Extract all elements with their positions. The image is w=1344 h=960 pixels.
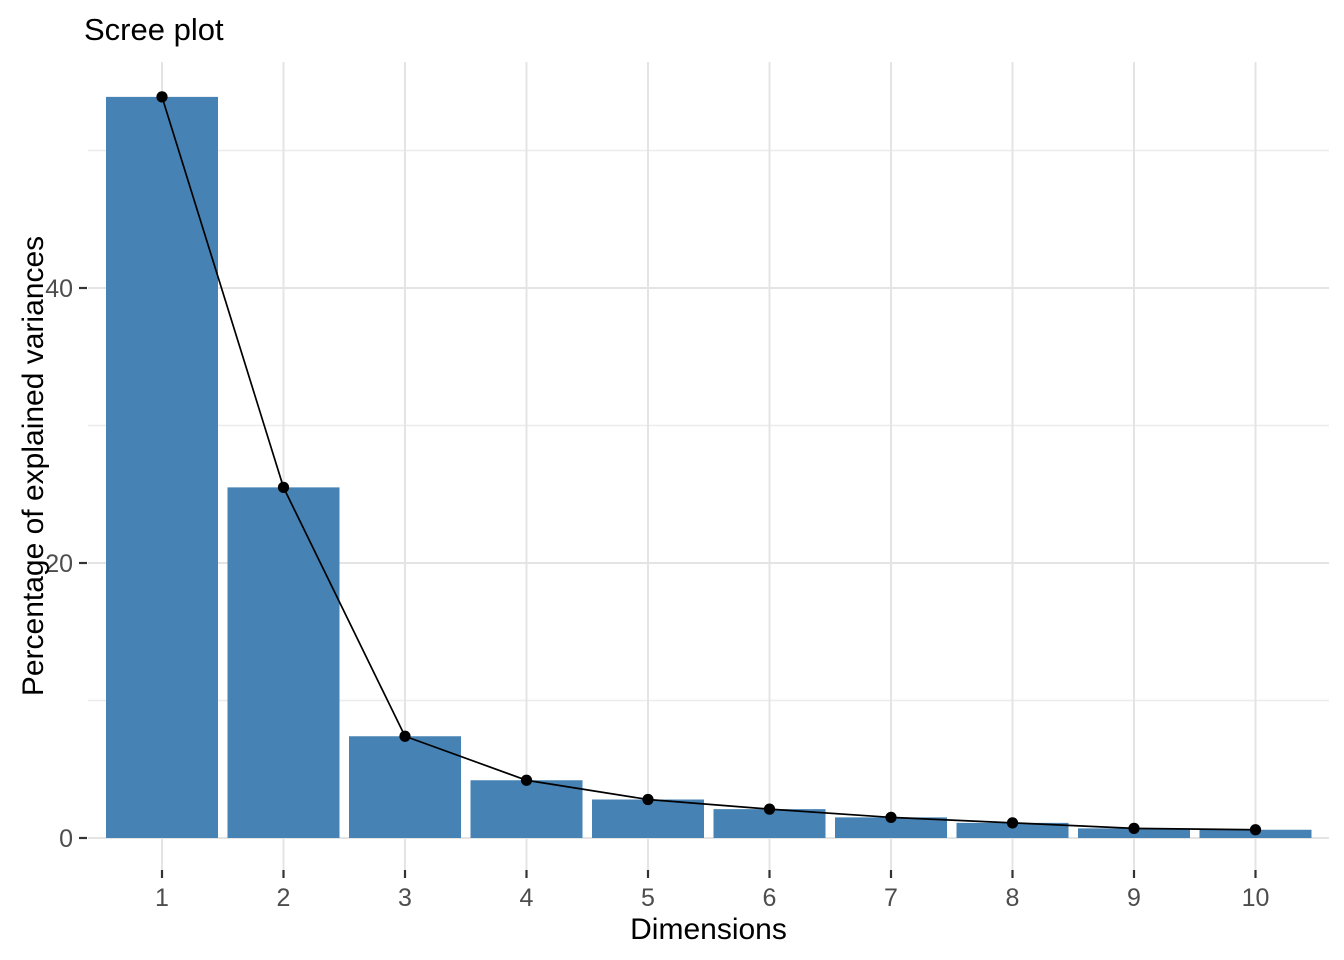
- bar-dim-5: [592, 799, 704, 838]
- x-tick-label-7: 7: [884, 884, 898, 912]
- y-tick-label-20: 20: [45, 550, 73, 578]
- point-dim-6: [763, 803, 776, 815]
- y-axis-title: Percentage of explained variances: [17, 235, 50, 697]
- y-tick-label-0: 0: [59, 825, 73, 853]
- bar-dim-3: [349, 736, 461, 838]
- variance-points: [156, 91, 1262, 836]
- variance-line: [161, 96, 1256, 831]
- x-tick-label-10: 10: [1242, 884, 1270, 912]
- y-tick-label-40: 40: [45, 275, 73, 303]
- axis-tick-labels: 1 2 3 4 5 6 7 8 9 10 0 20 40: [45, 275, 1269, 912]
- bar-dim-7: [835, 817, 947, 838]
- major-gridlines: [88, 62, 1329, 870]
- bar-dim-4: [470, 780, 583, 838]
- point-dim-9: [1128, 822, 1140, 834]
- point-dim-8: [1006, 817, 1019, 829]
- bar-dim-8: [956, 822, 1069, 838]
- x-tick-label-3: 3: [398, 884, 412, 912]
- bar-dim-2: [227, 487, 340, 838]
- bar-dim-1: [106, 96, 218, 838]
- y-axis-title-wrap: Percentage of explained variances: [11, 62, 57, 870]
- x-tick-label-2: 2: [277, 884, 291, 912]
- x-tick-label-5: 5: [641, 884, 655, 912]
- point-dim-2: [277, 481, 290, 493]
- x-axis-title: Dimensions: [630, 913, 787, 946]
- x-tick-label-8: 8: [1006, 884, 1020, 912]
- point-dim-5: [642, 793, 654, 806]
- axis-tick-marks: [79, 286, 1257, 878]
- x-tick-label-9: 9: [1127, 884, 1141, 912]
- point-dim-1: [156, 91, 168, 103]
- point-dim-10: [1249, 824, 1262, 836]
- x-tick-label-6: 6: [763, 884, 777, 912]
- x-tick-label-1: 1: [155, 884, 169, 912]
- x-tick-label-4: 4: [520, 884, 534, 912]
- point-dim-4: [520, 774, 533, 786]
- bar-series: [106, 96, 1312, 838]
- plot-title: Scree plot: [84, 12, 224, 47]
- variance-line-layer: [161, 96, 1256, 831]
- point-dim-3: [399, 730, 411, 742]
- point-dim-7: [885, 811, 897, 823]
